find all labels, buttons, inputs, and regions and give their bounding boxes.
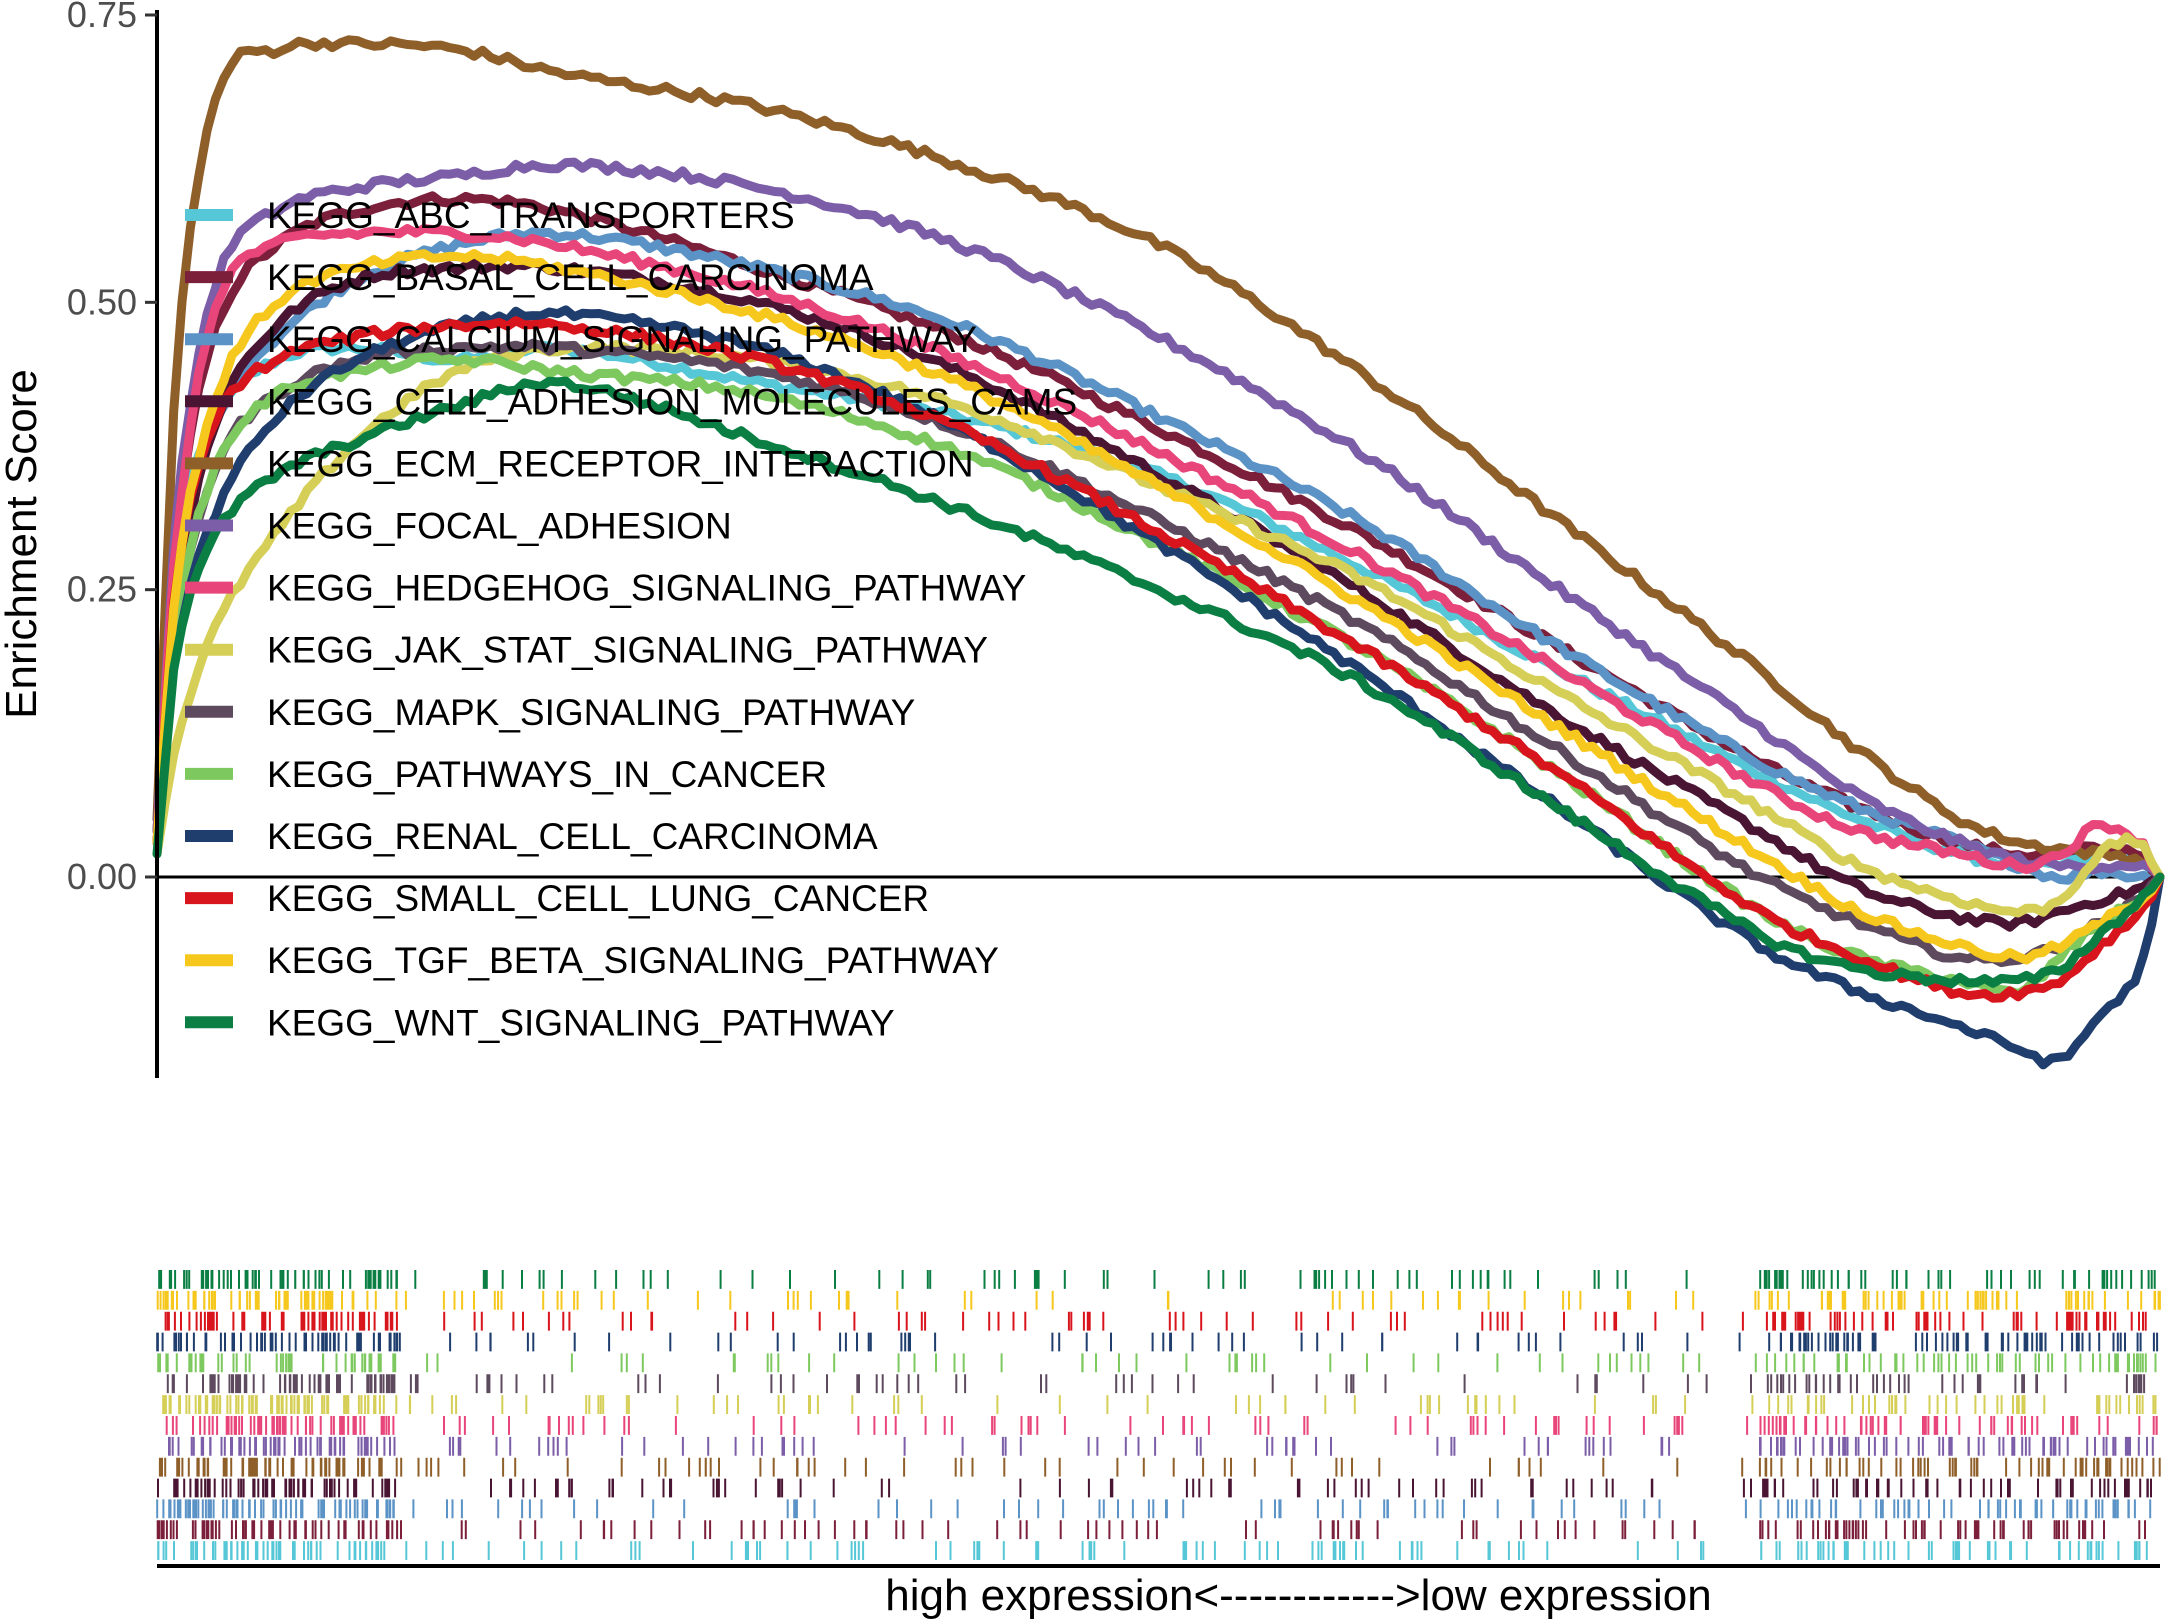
series-line-kegg-ecm-receptor-interaction xyxy=(152,35,2165,882)
hit-ticks xyxy=(164,1311,2147,1331)
hit-ticks xyxy=(157,1353,2157,1373)
legend-label: KEGG_CALCIUM_SIGNALING_PATHWAY xyxy=(267,319,977,360)
series-line-kegg-mapk-signaling-pathway xyxy=(152,338,2165,968)
hit-row-kegg-focal-adhesion xyxy=(168,1436,2154,1456)
legend-item: KEGG_WNT_SIGNALING_PATHWAY xyxy=(185,1002,895,1043)
hit-row-kegg-cell-adhesion-molecules-cams xyxy=(157,1478,2152,1498)
legend-item: KEGG_ECM_RECEPTOR_INTERACTION xyxy=(185,443,974,484)
hit-row-kegg-ecm-receptor-interaction xyxy=(158,1457,2161,1477)
legend-item: KEGG_CALCIUM_SIGNALING_PATHWAY xyxy=(185,319,977,360)
hit-row-kegg-basal-cell-carcinoma xyxy=(156,1520,2146,1540)
legend-label: KEGG_BASAL_CELL_CARCINOMA xyxy=(267,257,874,298)
hit-ticks xyxy=(156,1499,2152,1519)
hit-row-kegg-mapk-signaling-pathway xyxy=(166,1374,2146,1394)
legend-item: KEGG_RENAL_CELL_CARCINOMA xyxy=(185,816,878,857)
legend-item: KEGG_HEDGEHOG_SIGNALING_PATHWAY xyxy=(185,568,1026,609)
legend-item: KEGG_SMALL_CELL_LUNG_CANCER xyxy=(185,878,929,919)
hit-ticks xyxy=(158,1270,2156,1289)
legend-item: KEGG_PATHWAYS_IN_CANCER xyxy=(185,754,827,795)
x-axis-title: high expression<------------>low express… xyxy=(885,1571,1711,1620)
series-line-kegg-cell-adhesion-molecules-cams xyxy=(152,258,2165,932)
hit-ticks xyxy=(168,1436,2154,1456)
series-line-kegg-small-cell-lung-cancer xyxy=(152,316,2165,1003)
hit-row-kegg-jak-stat-signaling-pathway xyxy=(162,1395,2157,1414)
hit-row-kegg-pathways-in-cancer xyxy=(157,1353,2157,1373)
legend: KEGG_ABC_TRANSPORTERS KEGG_BASAL_CELL_CAR… xyxy=(185,195,1077,1043)
hit-row-kegg-tgf-beta-signaling-pathway xyxy=(156,1290,2161,1310)
hit-row-kegg-wnt-signaling-pathway xyxy=(158,1270,2156,1289)
y-tick-label: 0.75 xyxy=(67,0,137,35)
legend-label: KEGG_CELL_ADHESION_MOLECULES_CAMS xyxy=(267,381,1077,422)
hit-ticks xyxy=(158,1457,2161,1477)
legend-label: KEGG_HEDGEHOG_SIGNALING_PATHWAY xyxy=(267,568,1026,609)
hit-ticks xyxy=(157,1541,2148,1560)
legend-label: KEGG_FOCAL_ADHESION xyxy=(267,506,732,547)
series-line-kegg-hedgehog-signaling-pathway xyxy=(152,223,2165,882)
hit-ticks xyxy=(165,1416,2158,1435)
legend-label: KEGG_MAPK_SIGNALING_PATHWAY xyxy=(267,692,915,733)
legend-label: KEGG_JAK_STAT_SIGNALING_PATHWAY xyxy=(267,630,988,671)
legend-label: KEGG_ECM_RECEPTOR_INTERACTION xyxy=(267,443,974,484)
legend-label: KEGG_PATHWAYS_IN_CANCER xyxy=(267,754,827,795)
hit-row-kegg-hedgehog-signaling-pathway xyxy=(165,1416,2158,1435)
legend-item: KEGG_JAK_STAT_SIGNALING_PATHWAY xyxy=(185,630,988,671)
legend-label: KEGG_WNT_SIGNALING_PATHWAY xyxy=(267,1002,895,1043)
series-line-kegg-focal-adhesion xyxy=(152,157,2165,882)
legend-item: KEGG_MAPK_SIGNALING_PATHWAY xyxy=(185,692,915,733)
series-lines-layer xyxy=(152,35,2165,1070)
y-tick-label: 0.50 xyxy=(67,281,137,322)
hit-ticks xyxy=(156,1332,2159,1352)
hit-ticks xyxy=(157,1478,2152,1498)
hit-ticks xyxy=(156,1520,2146,1540)
hit-ticks xyxy=(166,1374,2146,1394)
y-tick-label: 0.25 xyxy=(67,569,137,610)
legend-label: KEGG_TGF_BETA_SIGNALING_PATHWAY xyxy=(267,940,999,981)
series-line-kegg-wnt-signaling-pathway xyxy=(152,376,2165,989)
legend-label: KEGG_ABC_TRANSPORTERS xyxy=(267,195,795,236)
legend-label: KEGG_RENAL_CELL_CARCINOMA xyxy=(267,816,878,857)
y-tick-label: 0.00 xyxy=(67,856,137,897)
hit-barcode-panel xyxy=(156,1270,2161,1560)
hit-row-kegg-calcium-signaling-pathway xyxy=(156,1499,2152,1519)
legend-label: KEGG_SMALL_CELL_LUNG_CANCER xyxy=(267,878,929,919)
hit-row-kegg-abc-transporters xyxy=(157,1541,2148,1560)
hit-ticks xyxy=(162,1395,2157,1414)
hit-row-kegg-small-cell-lung-cancer xyxy=(164,1311,2147,1331)
legend-item: KEGG_BASAL_CELL_CARCINOMA xyxy=(185,257,874,298)
hit-row-kegg-renal-cell-carcinoma xyxy=(156,1332,2159,1352)
y-axis-title: Enrichment Score xyxy=(0,369,46,719)
legend-item: KEGG_FOCAL_ADHESION xyxy=(185,506,732,547)
legend-item: KEGG_TGF_BETA_SIGNALING_PATHWAY xyxy=(185,940,999,981)
hit-ticks xyxy=(156,1290,2161,1310)
legend-item: KEGG_ABC_TRANSPORTERS xyxy=(185,195,795,236)
series-line-kegg-tgf-beta-signaling-pathway xyxy=(152,249,2165,965)
legend-item: KEGG_CELL_ADHESION_MOLECULES_CAMS xyxy=(185,381,1077,422)
